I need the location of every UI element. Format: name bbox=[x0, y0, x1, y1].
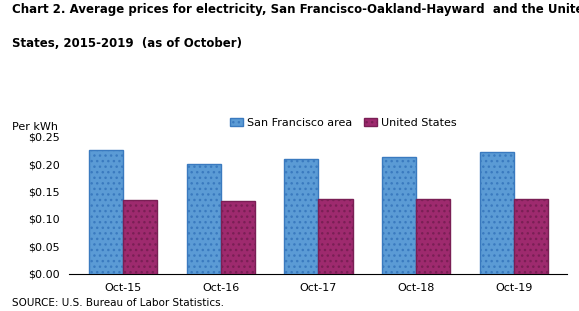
Bar bbox=[221, 201, 255, 274]
Text: SOURCE: U.S. Bureau of Labor Statistics.: SOURCE: U.S. Bureau of Labor Statistics. bbox=[12, 298, 223, 308]
Bar bbox=[514, 199, 548, 274]
Bar bbox=[186, 164, 221, 274]
Bar bbox=[416, 199, 450, 274]
Bar bbox=[382, 156, 416, 274]
Legend: San Francisco area, United States: San Francisco area, United States bbox=[230, 118, 457, 128]
Bar bbox=[89, 150, 123, 274]
Bar bbox=[479, 152, 514, 274]
Bar bbox=[318, 199, 353, 274]
Bar bbox=[123, 200, 157, 274]
Text: States, 2015-2019  (as of October): States, 2015-2019 (as of October) bbox=[12, 37, 241, 50]
Text: Per kWh: Per kWh bbox=[12, 122, 57, 132]
Bar bbox=[284, 159, 318, 274]
Text: Chart 2. Average prices for electricity, San Francisco-Oakland-Hayward  and the : Chart 2. Average prices for electricity,… bbox=[12, 3, 579, 16]
